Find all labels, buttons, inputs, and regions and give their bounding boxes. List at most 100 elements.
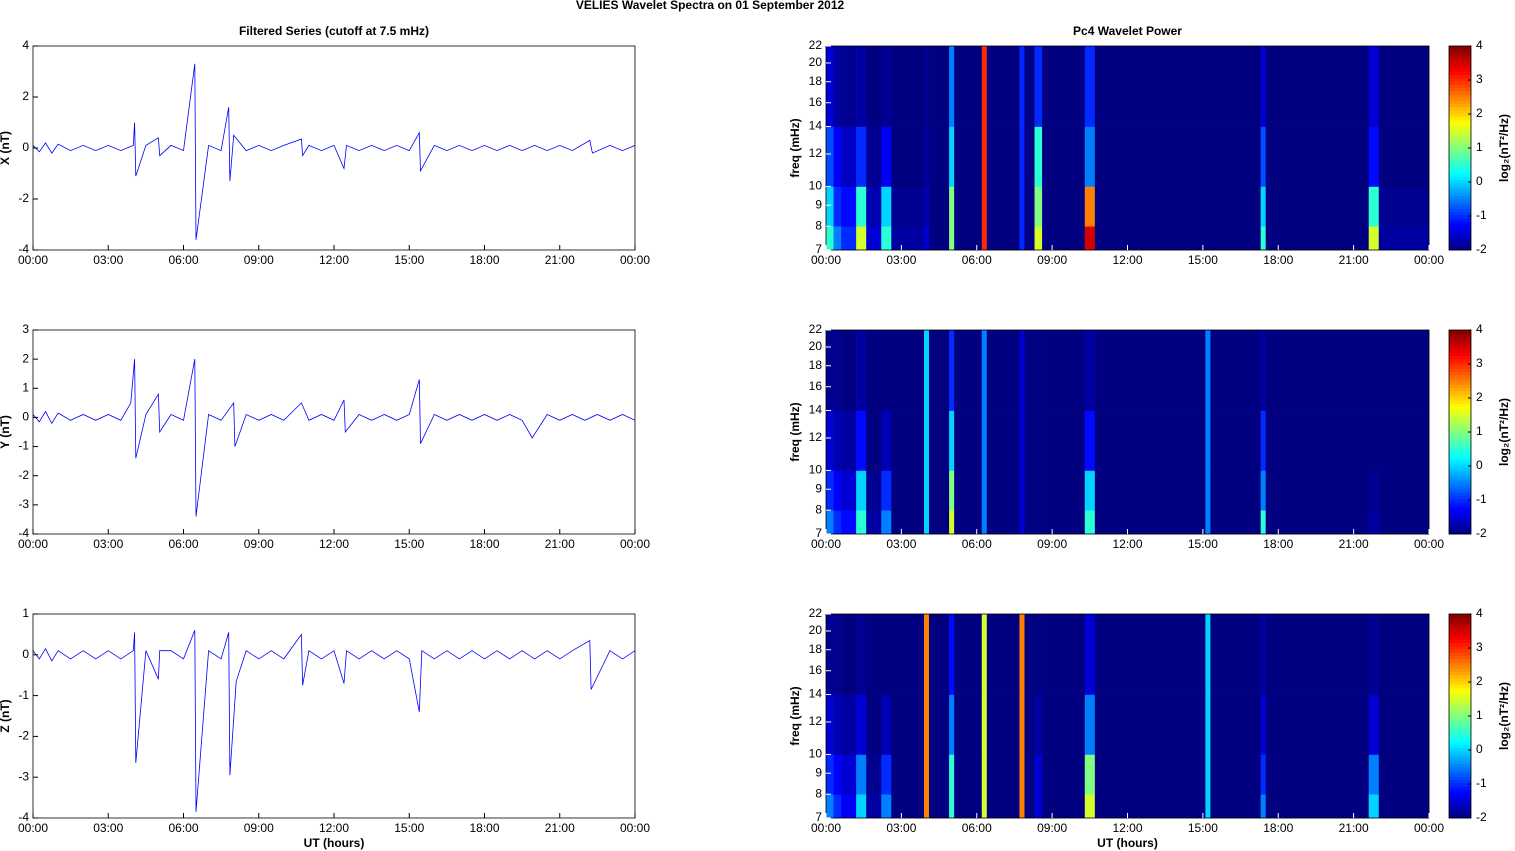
heat-cell bbox=[1019, 186, 1025, 227]
colorbar-swatch bbox=[1449, 122, 1471, 127]
heat-cell bbox=[826, 226, 834, 251]
heat-cell bbox=[1368, 226, 1380, 251]
x-tick-label: 03:00 bbox=[886, 253, 916, 267]
heat-cell bbox=[1084, 694, 1096, 755]
colorbar-swatch bbox=[1449, 237, 1471, 241]
colorbar-swatch bbox=[1449, 680, 1471, 685]
heat-cell bbox=[856, 410, 867, 471]
heat-cell bbox=[866, 794, 882, 819]
colorbar-swatch bbox=[1449, 700, 1471, 704]
colorbar-swatch bbox=[1449, 623, 1471, 628]
heat-cell bbox=[826, 330, 834, 411]
y-tick-label: 12 bbox=[809, 146, 823, 160]
heat-cell bbox=[891, 754, 925, 795]
heat-cell bbox=[1042, 614, 1086, 695]
x-tick-label: 06:00 bbox=[962, 253, 992, 267]
heat-cell bbox=[954, 410, 983, 471]
heat-cell bbox=[1260, 754, 1266, 795]
y-tick-label: 0 bbox=[22, 140, 29, 154]
heat-cell bbox=[1205, 410, 1211, 471]
heat-cell bbox=[986, 186, 1020, 227]
y-tick-label: 14 bbox=[809, 403, 823, 417]
x-tick-label: 00:00 bbox=[18, 253, 48, 267]
colorbar-swatch bbox=[1449, 511, 1471, 516]
colorbar-swatch bbox=[1449, 451, 1471, 455]
heat-cell bbox=[1024, 754, 1035, 795]
heat-cell bbox=[826, 46, 834, 127]
heat-cell bbox=[981, 754, 988, 795]
colorbar-swatch bbox=[1449, 658, 1471, 663]
colorbar-tick-label: -1 bbox=[1476, 776, 1487, 790]
colorbar-swatch bbox=[1449, 192, 1471, 197]
x-tick-label: 09:00 bbox=[1037, 537, 1067, 551]
x-tick-label: 03:00 bbox=[93, 537, 123, 551]
colorbar-label: log₂(nT²/Hz) bbox=[1497, 682, 1511, 750]
x-tick-label: 15:00 bbox=[1188, 821, 1218, 835]
heat-cell bbox=[1034, 330, 1043, 411]
colorbar-swatch bbox=[1449, 447, 1471, 452]
colorbar-swatch bbox=[1449, 795, 1471, 800]
colorbar-label: log₂(nT²/Hz) bbox=[1497, 114, 1511, 182]
axes-frame bbox=[32, 613, 636, 819]
heat-cell bbox=[1094, 694, 1206, 755]
heat-cell bbox=[1265, 694, 1369, 755]
heat-cell bbox=[1265, 754, 1369, 795]
colorbar-swatch bbox=[1449, 811, 1471, 816]
colorbar-swatch bbox=[1449, 419, 1471, 423]
heat-cell bbox=[1260, 126, 1266, 187]
x-tick-label: 00:00 bbox=[811, 537, 841, 551]
heat-cell bbox=[1019, 46, 1025, 127]
y-tick-label: -1 bbox=[18, 439, 29, 453]
colorbar-tick-label: -2 bbox=[1476, 526, 1487, 540]
heat-cell bbox=[929, 410, 950, 471]
heat-cell bbox=[954, 694, 983, 755]
heat-cell bbox=[954, 330, 983, 411]
heat-cell bbox=[1210, 226, 1261, 251]
x-tick-label: 15:00 bbox=[394, 537, 424, 551]
y-tick-label: 10 bbox=[809, 179, 823, 193]
heat-cell bbox=[986, 794, 1020, 819]
heat-cell bbox=[954, 614, 983, 695]
colorbar-swatch bbox=[1449, 183, 1471, 187]
colorbar-swatch bbox=[1449, 476, 1471, 481]
heat-cell bbox=[954, 470, 983, 511]
colorbar-swatch bbox=[1449, 677, 1471, 682]
x-tick-label: 03:00 bbox=[93, 821, 123, 835]
colorbar-swatch bbox=[1449, 690, 1471, 695]
colorbar-swatch bbox=[1449, 199, 1471, 203]
colorbar-tick-label: 3 bbox=[1476, 356, 1483, 370]
colorbar-swatch bbox=[1449, 160, 1471, 165]
heat-cell bbox=[1378, 694, 1430, 755]
heat-cell bbox=[881, 794, 892, 819]
heat-cell bbox=[1019, 694, 1025, 755]
y-tick-label: 8 bbox=[815, 218, 822, 232]
heat-cell bbox=[1084, 794, 1096, 819]
colorbar-swatch bbox=[1449, 738, 1471, 742]
colorbar-tick-label: 2 bbox=[1476, 674, 1483, 688]
colorbar-swatch bbox=[1449, 751, 1471, 755]
heat-cell bbox=[923, 754, 930, 795]
colorbar-swatch bbox=[1449, 467, 1471, 471]
colorbar-tick-label: 1 bbox=[1476, 708, 1483, 722]
heat-cell bbox=[923, 410, 930, 471]
heat-cell bbox=[1260, 510, 1266, 535]
colorbar-swatch bbox=[1449, 805, 1471, 809]
heat-cell bbox=[1265, 46, 1369, 127]
heat-cell bbox=[1042, 470, 1086, 511]
colorbar-swatch bbox=[1449, 454, 1471, 458]
heat-cell bbox=[1042, 510, 1086, 535]
x-tick-label: 15:00 bbox=[1188, 253, 1218, 267]
colorbar-swatch bbox=[1449, 355, 1471, 360]
heat-cell bbox=[1034, 510, 1043, 535]
colorbar-swatch bbox=[1449, 148, 1471, 152]
y-tick-label: -2 bbox=[18, 191, 29, 205]
heat-cell bbox=[1265, 510, 1369, 535]
x-tick-label: 00:00 bbox=[620, 537, 650, 551]
heat-cell bbox=[856, 330, 867, 411]
heat-cell bbox=[986, 754, 1020, 795]
series-line bbox=[33, 63, 635, 240]
heat-cell bbox=[954, 510, 983, 535]
x-tick-label: 09:00 bbox=[244, 253, 274, 267]
series-line bbox=[33, 630, 635, 812]
